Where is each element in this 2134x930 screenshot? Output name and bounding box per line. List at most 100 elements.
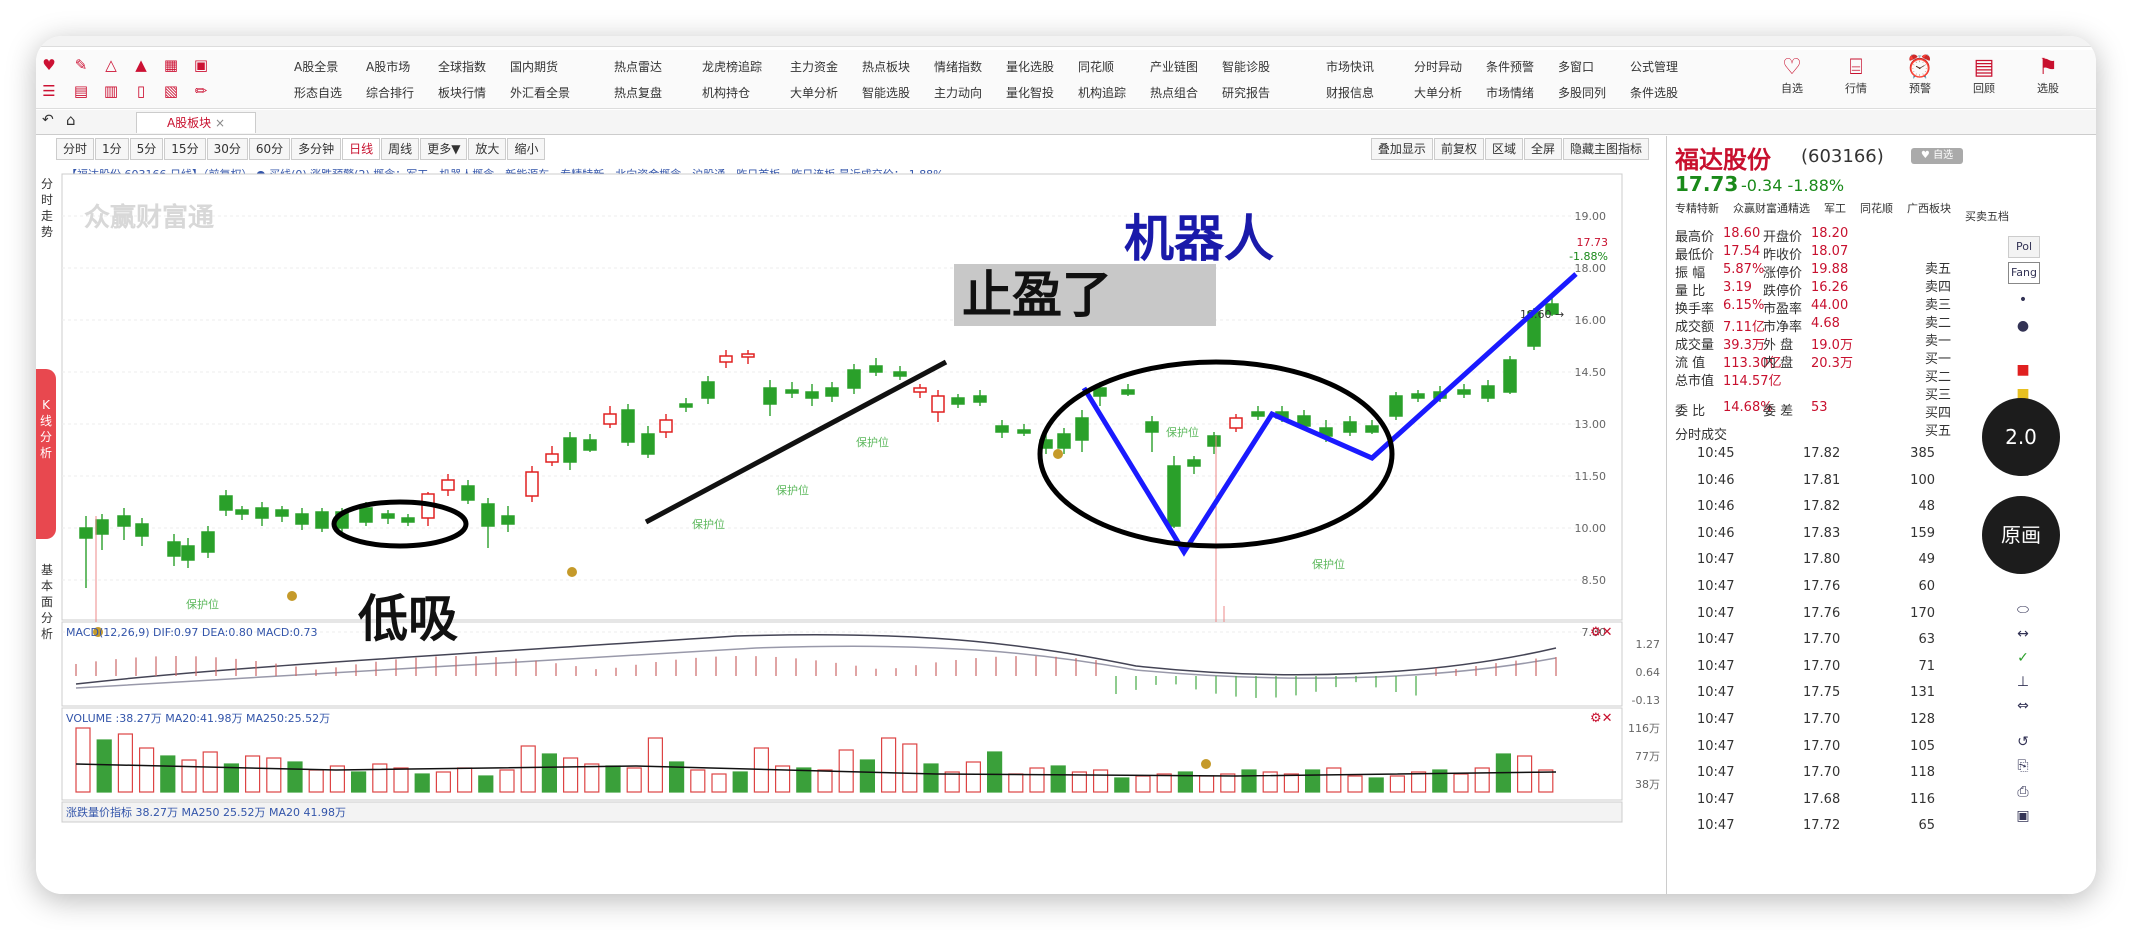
period-button[interactable]: 30分	[206, 138, 248, 160]
stock-tag[interactable]: 同花顺	[1860, 202, 1893, 215]
menu-item[interactable]: 热点板块	[862, 60, 911, 74]
chart-option-button[interactable]: 区域	[1484, 138, 1523, 160]
period-button[interactable]: 放大	[468, 138, 507, 160]
menu-item[interactable]: 条件选股	[1630, 86, 1679, 100]
menu-item[interactable]: 热点复盘	[614, 86, 663, 100]
period-button[interactable]: 多分钟	[291, 138, 342, 160]
menu-item[interactable]: 财报信息	[1326, 86, 1375, 100]
close-icon[interactable]: ×	[214, 116, 226, 130]
stock-tag[interactable]: 专精特新	[1675, 202, 1719, 215]
kline-chart[interactable]: 众赢财富通 19.00 18.00 16.00 14.50 13.00 11.50 10.00…	[36, 136, 1662, 894]
check-icon[interactable]: ✓	[2017, 650, 2029, 666]
home-icon[interactable]: ⌂	[66, 111, 76, 129]
window-icon[interactable]: ▣	[193, 56, 209, 74]
period-button[interactable]: 周线	[381, 138, 420, 160]
menu-item[interactable]: 外汇看全景	[510, 86, 571, 100]
period-button[interactable]: 日线	[342, 138, 381, 160]
menu-item[interactable]: A股市场	[366, 60, 411, 74]
menu-item[interactable]: 机构持仓	[702, 86, 751, 100]
move-icon[interactable]: ⇔	[2017, 698, 2029, 714]
alarm-icon[interactable]: ⏰ 预警	[1890, 56, 1950, 96]
back-icon[interactable]: ↶	[42, 112, 54, 128]
settings-icon[interactable]: ⚙✕	[1590, 711, 1613, 726]
period-button[interactable]: 分时	[56, 138, 95, 160]
copy-icon[interactable]: ⎘	[2017, 758, 2029, 774]
period-button[interactable]: 1分	[95, 138, 129, 160]
dot-large-icon[interactable]: ●	[2016, 318, 2030, 334]
period-button[interactable]: 15分	[164, 138, 206, 160]
undo-icon[interactable]: ↺	[2017, 734, 2029, 750]
print-icon[interactable]: ⎙	[2017, 784, 2029, 800]
side-tab-fundamental[interactable]: 基本面分析	[38, 562, 56, 642]
menu-item[interactable]: 智能选股	[862, 86, 911, 100]
version-button[interactable]: 2.0	[1982, 398, 2060, 476]
menu-item[interactable]: 大单分析	[790, 86, 839, 100]
grid-icon[interactable]: ▦	[163, 56, 179, 74]
calendar-icon[interactable]: ▧	[163, 82, 179, 100]
menu-item[interactable]: 量化选股	[1006, 60, 1055, 74]
review-icon[interactable]: ▤ 回顾	[1954, 56, 2014, 96]
heart-icon[interactable]: ♥	[42, 56, 56, 74]
menu-item[interactable]: 同花顺	[1078, 60, 1115, 74]
tab-a-share[interactable]: A股板块 ×	[136, 112, 256, 133]
layout-icon[interactable]: ▥	[103, 82, 119, 100]
menu-item[interactable]: 量化智投	[1006, 86, 1055, 100]
stock-tag[interactable]: 广西板块	[1907, 202, 1951, 215]
menu-item[interactable]: 多窗口	[1558, 60, 1595, 74]
line-icon[interactable]: ⊥	[2016, 674, 2030, 690]
ellipse-icon[interactable]: ⬭	[2017, 602, 2029, 618]
chart-option-button[interactable]: 叠加显示	[1370, 138, 1433, 160]
menu-item[interactable]: 国内期货	[510, 60, 559, 74]
table-icon[interactable]: ▤	[73, 82, 89, 100]
chart-option-button[interactable]: 全屏	[1523, 138, 1562, 160]
menu-item[interactable]: 机构追踪	[1078, 86, 1127, 100]
menu-item[interactable]: 龙虎榜追踪	[702, 60, 763, 74]
list-icon[interactable]: ☰	[42, 82, 56, 100]
menu-item[interactable]: 大单分析	[1414, 86, 1463, 100]
menu-item[interactable]: 综合排行	[366, 86, 415, 100]
menu-item[interactable]: 研究报告	[1222, 86, 1271, 100]
save-icon[interactable]: ▣	[2016, 808, 2030, 824]
menu-item[interactable]: 情绪指数	[934, 60, 983, 74]
dot-icon[interactable]: •	[2018, 292, 2028, 308]
menu-item[interactable]: 形态自选	[294, 86, 343, 100]
chart-option-button[interactable]: 隐藏主图指标	[1562, 138, 1649, 160]
period-button[interactable]: 5分	[129, 138, 164, 160]
add-favorite-button[interactable]: ♥ 自选	[1911, 148, 1963, 164]
pointer-tool[interactable]: Pol	[2008, 236, 2040, 258]
shape-icon[interactable]: △	[105, 56, 117, 74]
menu-item[interactable]: 热点组合	[1150, 86, 1199, 100]
period-button[interactable]: 更多▼	[420, 138, 468, 160]
color-red-icon[interactable]: ■	[2016, 362, 2030, 378]
arrow-icon[interactable]: ↔	[2017, 626, 2029, 642]
settings-icon[interactable]: ⚙✕	[1590, 625, 1613, 640]
menu-item[interactable]: 市场快讯	[1326, 60, 1375, 74]
menu-item[interactable]: 主力资金	[790, 60, 839, 74]
draw-icon[interactable]: ✎	[74, 56, 88, 74]
chart-option-button[interactable]: 前复权	[1433, 138, 1484, 160]
menu-item[interactable]: 全球指数	[438, 60, 487, 74]
stock-tag[interactable]: 众赢财富通精选	[1733, 202, 1810, 215]
menu-item[interactable]: 条件预警	[1486, 60, 1535, 74]
heart-icon[interactable]: ♡ 自选	[1762, 56, 1822, 96]
menu-item[interactable]: 智能诊股	[1222, 60, 1271, 74]
menu-item[interactable]: 市场情绪	[1486, 86, 1535, 100]
menu-item[interactable]: 主力动向	[934, 86, 983, 100]
menu-item[interactable]: 板块行情	[438, 86, 487, 100]
period-button[interactable]: 缩小	[507, 138, 546, 160]
bar-icon[interactable]: ▯	[136, 82, 146, 100]
stock-tag[interactable]: 军工	[1824, 202, 1846, 215]
menu-item[interactable]: 产业链图	[1150, 60, 1199, 74]
menu-item[interactable]: 公式管理	[1630, 60, 1679, 74]
menu-item[interactable]: A股全景	[294, 60, 339, 74]
select-icon[interactable]: ⚑ 选股	[2018, 56, 2078, 96]
period-button[interactable]: 60分	[248, 138, 291, 160]
menu-item[interactable]: 分时异动	[1414, 60, 1463, 74]
menu-item[interactable]: 热点雷达	[614, 60, 663, 74]
candle-icon[interactable]: ⌸ 行情	[1826, 56, 1886, 96]
original-button[interactable]: 原画	[1982, 496, 2060, 574]
text-tool[interactable]: Fang	[2008, 262, 2040, 284]
triangle-icon[interactable]: ▲	[135, 56, 147, 74]
menu-item[interactable]: 多股同列	[1558, 86, 1607, 100]
